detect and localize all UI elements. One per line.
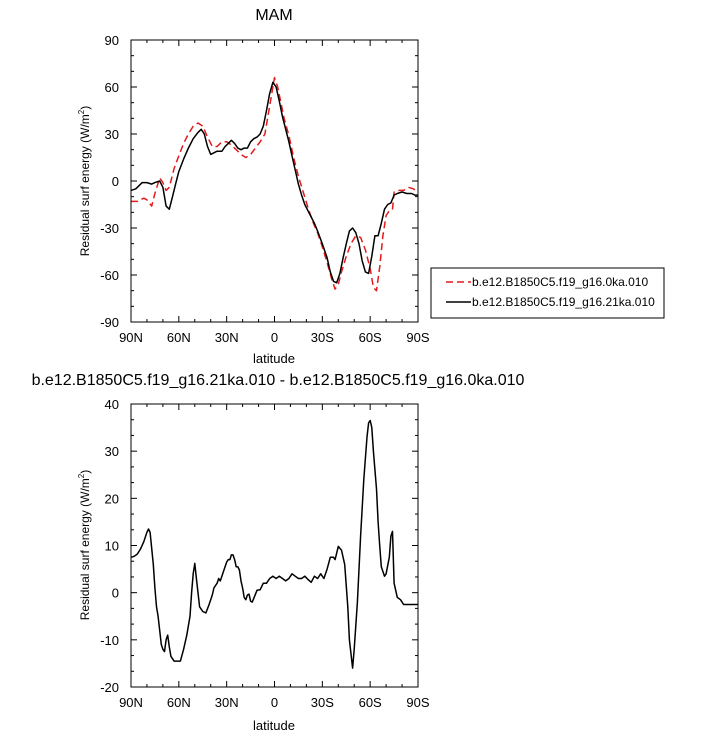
chart-bottom-ytick-label-2: 20 xyxy=(105,491,119,506)
chart-bottom-ylabel-close: ) xyxy=(78,470,92,474)
chart-top-plot-frame xyxy=(130,39,419,323)
chart-top-series-line-0 xyxy=(131,76,419,292)
chart-top-ytick-label-1: 60 xyxy=(105,80,119,95)
chart-bottom-xtick-label-5: 60S xyxy=(359,695,382,710)
chart-bottom-ylabel-text: Residual surf energy (W/m xyxy=(78,478,92,620)
chart-bottom-ytick-label-3: 10 xyxy=(105,539,119,554)
chart-bottom-xlabel: latitude xyxy=(253,718,295,733)
chart-bottom-xtick-label-1: 60N xyxy=(167,695,191,710)
chart-bottom-xtick-label-3: 0 xyxy=(271,695,278,710)
chart-top-ytick-label-4: -30 xyxy=(100,221,119,236)
chart-top-ylabel-sup: 2 xyxy=(77,109,86,114)
chart-bottom-ytick-label-6: -20 xyxy=(100,680,119,695)
chart-top-ytick-label-0: 90 xyxy=(105,33,119,48)
chart-top-xtick-label-2: 30N xyxy=(215,330,239,345)
chart-top-series xyxy=(130,76,419,292)
chart-bottom-ticks: 90N 60N 30N 0 30S 60S 90S 40 30 20 10 0 -10 -20 xyxy=(100,397,430,710)
chart-top-ylabel-close: ) xyxy=(78,106,92,110)
svg-text:Residual surf energy (W/m2): Residual surf energy (W/m2) xyxy=(77,470,92,621)
chart-top-xtick-label-5: 60S xyxy=(359,330,382,345)
chart-bottom-ylabel-sup: 2 xyxy=(77,473,86,478)
chart-top-ylabel-text: Residual surf energy (W/m xyxy=(78,114,92,256)
chart-bottom-ytick-label-5: -10 xyxy=(100,633,119,648)
chart-top-ytick-label-6: -90 xyxy=(100,315,119,330)
chart-bottom-xtick-label-2: 30N xyxy=(215,695,239,710)
chart-top-xtick-label-1: 60N xyxy=(167,330,191,345)
chart-bottom-xtick-label-4: 30S xyxy=(311,695,334,710)
chart-bottom: b.e12.B1850C5.f19_g16.21ka.010 - b.e12.B… xyxy=(32,372,525,733)
chart-top-series-line-1 xyxy=(130,81,418,284)
chart-top-ticks: 90N 60N 30N 0 30S 60S 90S 90 60 30 0 -30 -60 -90 xyxy=(100,33,430,345)
chart-top-ytick-label-2: 30 xyxy=(105,127,119,142)
chart-bottom-ylabel: Residual surf energy (W/m2) xyxy=(77,470,92,621)
chart-bottom-xtick-label-0: 90N xyxy=(119,695,143,710)
chart-top-title: MAM xyxy=(255,7,292,24)
svg-text:Residual surf energy (W/m2): Residual surf energy (W/m2) xyxy=(77,106,92,257)
chart-top-ytick-label-5: -60 xyxy=(100,268,119,283)
chart-top-legend: b.e12.B1850C5.f19_g16.0ka.010 b.e12.B185… xyxy=(430,267,665,319)
chart-top-ylabel: Residual surf energy (W/m2) xyxy=(77,106,92,257)
chart-bottom-plot-frame xyxy=(130,403,419,688)
chart-bottom-ytick-label-0: 40 xyxy=(105,397,119,412)
legend-label-21ka: b.e12.B1850C5.f19_g16.21ka.010 xyxy=(472,295,655,309)
chart-bottom-series xyxy=(130,419,418,669)
chart-top-xtick-label-3: 0 xyxy=(271,330,278,345)
chart-bottom-ytick-label-1: 30 xyxy=(105,444,119,459)
chart-top-xtick-label-0: 90N xyxy=(119,330,143,345)
chart-bottom-ytick-label-4: 0 xyxy=(112,586,119,601)
chart-top: MAM 90N 60N 30N 0 30S 60S 90S9060300-30-60-90 … xyxy=(77,7,665,366)
chart-bottom-xtick-label-6: 90S xyxy=(406,695,429,710)
chart-top-ytick-label-3: 0 xyxy=(112,174,119,189)
chart-top-xtick-label-4: 30S xyxy=(311,330,334,345)
chart-top-xlabel: latitude xyxy=(253,351,295,366)
chart-top-xtick-label-6: 90S xyxy=(406,330,429,345)
chart-bottom-series-line-0 xyxy=(130,419,418,669)
legend-box xyxy=(430,267,665,319)
legend-label-0ka: b.e12.B1850C5.f19_g16.0ka.010 xyxy=(472,275,648,289)
chart-bottom-title: b.e12.B1850C5.f19_g16.21ka.010 - b.e12.B… xyxy=(32,372,525,389)
